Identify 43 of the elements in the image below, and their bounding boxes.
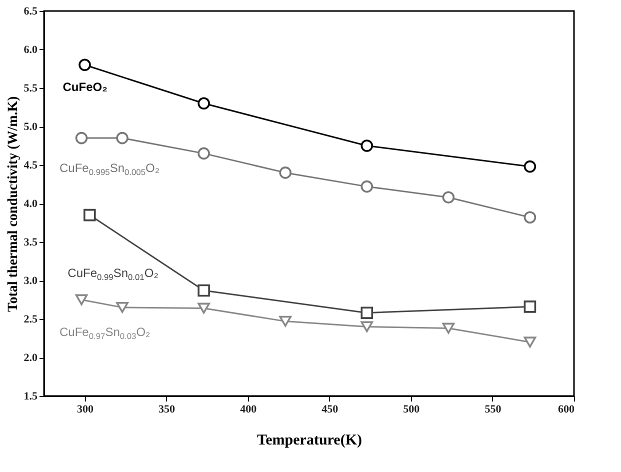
x-tick-label: 550	[484, 404, 502, 416]
point	[78, 58, 91, 72]
y-tick-label: 5.5	[24, 82, 38, 94]
x-tick-label: 300	[77, 404, 94, 416]
point	[524, 160, 536, 173]
x-tick-label: 400	[240, 404, 258, 416]
point	[75, 132, 88, 144]
point	[360, 180, 374, 193]
point	[279, 166, 292, 179]
point	[279, 316, 292, 327]
point	[75, 294, 88, 306]
series-label: CuFeO₂	[62, 80, 108, 94]
x-tick-label: 450	[322, 404, 339, 416]
point	[198, 147, 210, 160]
x-tick-label: 350	[158, 404, 176, 416]
y-tick-label: 5.0	[24, 121, 38, 133]
point	[360, 306, 374, 319]
point	[442, 322, 455, 334]
y-tick-label: 4.5	[24, 160, 38, 172]
y-axis-title: Total thermal conductivity (W/m.K)	[6, 96, 21, 312]
point	[198, 284, 210, 297]
y-tick-label: 6.0	[24, 44, 38, 56]
y-tick-label: 4.0	[24, 198, 38, 210]
x-tick-label: 600	[558, 404, 575, 416]
point	[84, 208, 96, 222]
y-tick-label: 2.0	[24, 352, 38, 364]
point	[524, 300, 536, 313]
x-axis-title: Temperature(K)	[257, 432, 362, 448]
point	[116, 302, 128, 313]
point	[116, 132, 128, 144]
y-tick-label: 2.5	[24, 314, 38, 326]
point	[198, 97, 210, 110]
point	[524, 336, 536, 348]
x-tick-label: 500	[403, 404, 420, 416]
point	[360, 321, 374, 332]
point	[360, 140, 374, 152]
point	[198, 302, 210, 314]
y-tick-label: 3.5	[24, 236, 38, 248]
y-tick-label: 3.0	[24, 275, 38, 287]
y-tick-label: 6.5	[24, 6, 38, 18]
y-tick-label: 1.5	[24, 390, 38, 402]
point	[524, 211, 536, 224]
point	[442, 191, 455, 204]
